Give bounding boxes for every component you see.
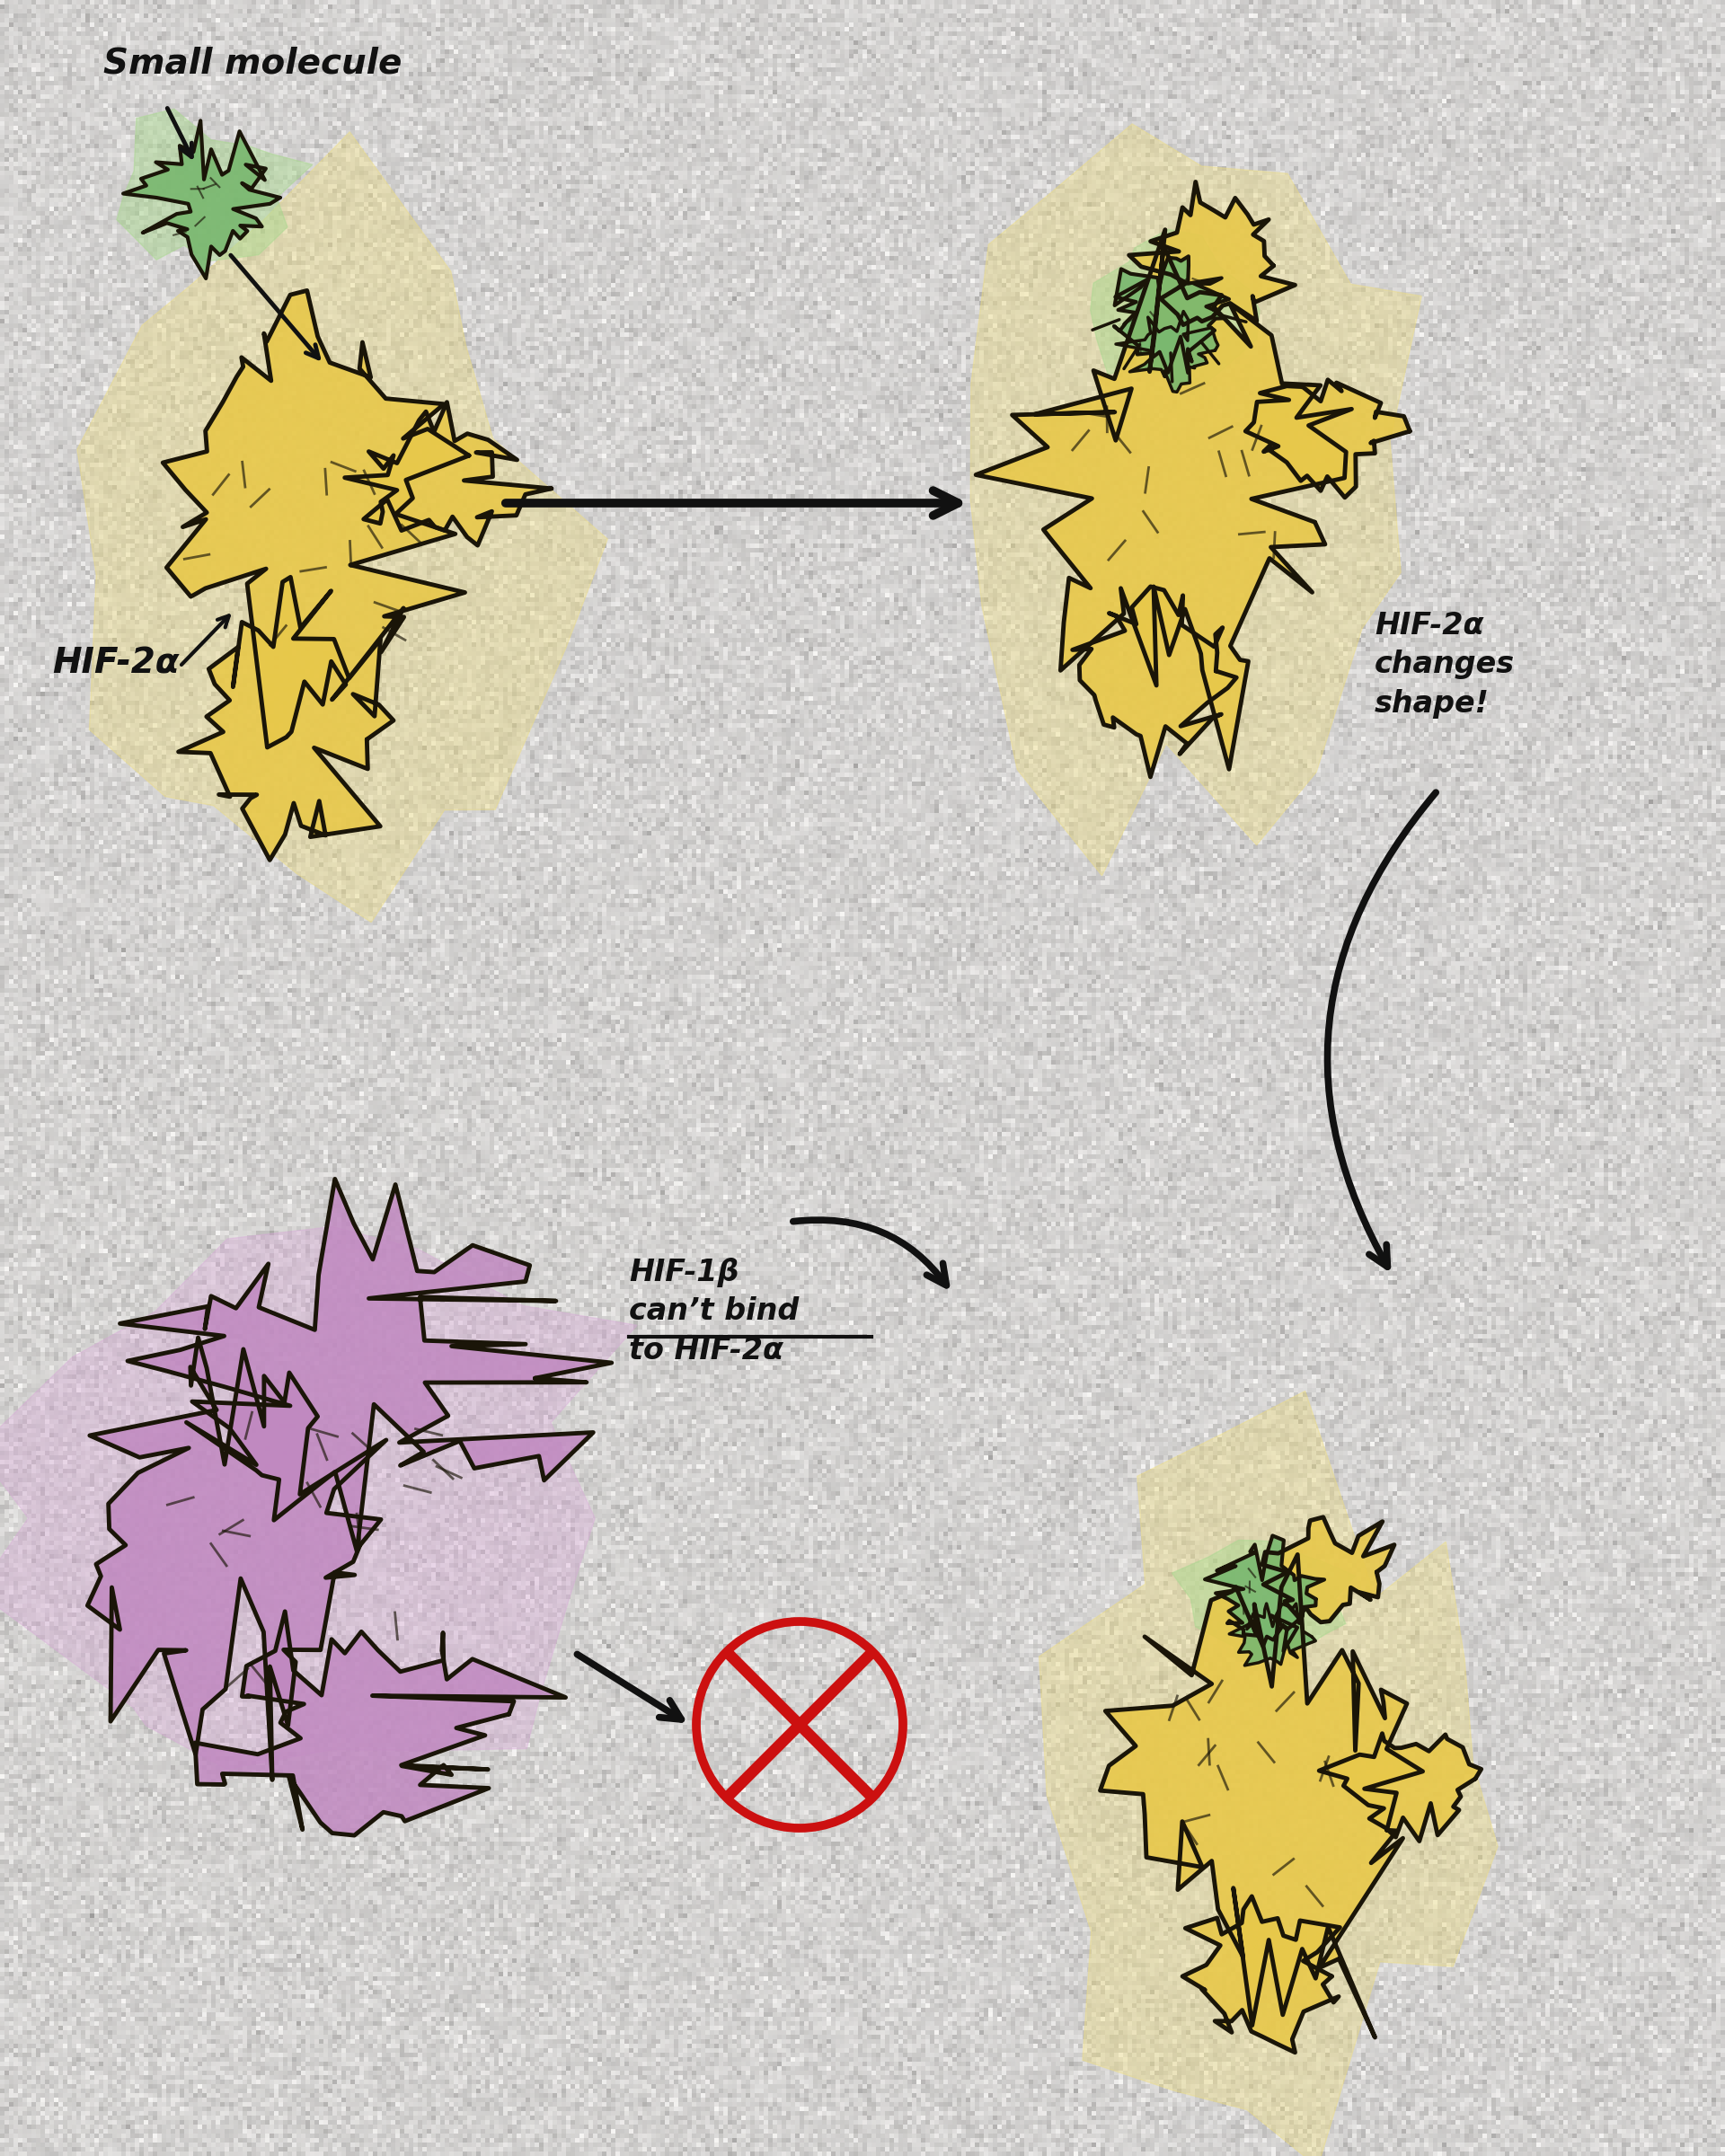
Text: HIF-2α: HIF-2α: [52, 647, 179, 681]
Polygon shape: [971, 123, 1421, 875]
Polygon shape: [1073, 586, 1237, 776]
Text: Small molecule: Small molecule: [103, 47, 402, 80]
Polygon shape: [1090, 229, 1259, 390]
Polygon shape: [78, 132, 607, 923]
Polygon shape: [1245, 379, 1409, 498]
Polygon shape: [1171, 1539, 1356, 1658]
Polygon shape: [117, 110, 312, 261]
Polygon shape: [1182, 1897, 1340, 2053]
Polygon shape: [1230, 1604, 1316, 1664]
Polygon shape: [1114, 257, 1230, 373]
Polygon shape: [345, 403, 552, 545]
Polygon shape: [122, 121, 279, 278]
Polygon shape: [1116, 310, 1218, 392]
Polygon shape: [88, 1337, 386, 1781]
Polygon shape: [121, 1179, 612, 1550]
Polygon shape: [1204, 1535, 1325, 1651]
Polygon shape: [178, 578, 393, 860]
Polygon shape: [0, 1227, 637, 1770]
Polygon shape: [1130, 181, 1295, 326]
Polygon shape: [1101, 1554, 1423, 2037]
Polygon shape: [1263, 1518, 1394, 1621]
Polygon shape: [162, 291, 469, 748]
Text: HIF-2α
changes
shape!: HIF-2α changes shape!: [1375, 610, 1515, 718]
Polygon shape: [976, 231, 1352, 770]
Polygon shape: [1038, 1391, 1497, 2156]
Text: HIF-1β
can’t bind
to HIF-2α: HIF-1β can’t bind to HIF-2α: [630, 1257, 799, 1365]
Polygon shape: [1320, 1733, 1482, 1841]
Polygon shape: [195, 1611, 566, 1835]
